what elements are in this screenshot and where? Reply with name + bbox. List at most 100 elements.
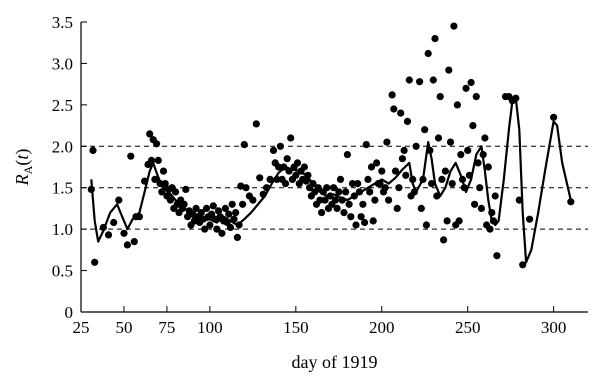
y-tick-label: 2.5: [52, 96, 73, 115]
data-point: [151, 175, 159, 183]
data-point: [479, 151, 487, 159]
data-point: [434, 134, 443, 142]
x-tick-label: 250: [455, 318, 481, 337]
y-tick-label: 3.0: [52, 54, 73, 73]
data-point: [304, 171, 312, 179]
x-tick-label: 75: [158, 318, 175, 337]
data-point: [259, 190, 267, 198]
data-point: [455, 217, 463, 225]
y-tick-label: 3.5: [52, 13, 73, 32]
data-point: [316, 196, 324, 204]
data-point: [91, 258, 99, 266]
data-point: [489, 217, 498, 225]
data-point: [336, 175, 345, 183]
data-point: [225, 210, 233, 218]
data-point: [361, 218, 369, 227]
data-point: [481, 134, 489, 142]
data-point: [280, 163, 288, 171]
data-point: [249, 196, 257, 204]
data-point: [233, 233, 241, 241]
data-point: [206, 221, 214, 229]
data-point: [364, 175, 372, 183]
data-point: [326, 192, 334, 200]
data-point: [240, 141, 248, 149]
data-point: [369, 217, 377, 225]
data-point: [385, 196, 393, 204]
data-point: [417, 204, 425, 212]
svg-text:RA(t): RA(t): [12, 149, 35, 187]
data-point: [367, 163, 376, 171]
data-point: [526, 215, 534, 223]
data-point: [395, 184, 403, 192]
data-point: [347, 213, 355, 221]
x-tick-label: 200: [369, 318, 395, 337]
data-point: [256, 174, 264, 182]
data-point: [273, 175, 281, 183]
data-point: [419, 175, 427, 183]
data-point: [232, 209, 240, 217]
data-point: [376, 180, 384, 188]
data-point: [402, 171, 410, 179]
data-point: [486, 225, 494, 233]
data-point: [474, 159, 482, 167]
data-point: [340, 209, 348, 217]
data-point: [383, 138, 391, 146]
data-point: [130, 238, 138, 246]
data-point: [405, 76, 413, 84]
data-point: [197, 209, 205, 217]
data-point: [213, 225, 221, 233]
data-point: [412, 142, 420, 150]
data-point: [115, 196, 123, 204]
data-point: [373, 159, 381, 167]
data-point: [350, 192, 358, 200]
data-point: [333, 204, 341, 212]
data-point: [335, 188, 343, 196]
data-point: [242, 184, 250, 192]
data-point: [355, 188, 363, 196]
data-point: [345, 200, 353, 208]
data-point: [398, 155, 406, 163]
data-point: [477, 204, 485, 212]
data-point: [300, 163, 308, 171]
series-line: [90, 97, 572, 264]
data-point: [287, 134, 295, 142]
point-series: [87, 22, 575, 269]
data-point: [428, 180, 436, 188]
data-point: [431, 35, 439, 43]
data-point: [230, 215, 238, 223]
data-point: [484, 163, 492, 171]
data-point: [276, 142, 284, 150]
data-point: [410, 188, 418, 196]
data-point: [171, 188, 180, 196]
smoothed-line-series: [90, 97, 572, 264]
data-point: [158, 188, 166, 196]
data-point: [409, 175, 417, 183]
data-point: [443, 217, 451, 225]
data-point: [321, 196, 329, 204]
data-point: [226, 223, 235, 232]
data-point: [426, 146, 434, 154]
data-point: [512, 94, 520, 102]
data-point: [378, 167, 386, 175]
data-point: [441, 167, 449, 175]
data-point: [263, 184, 271, 192]
data-point: [292, 171, 300, 179]
y-tick-label: 0.5: [52, 262, 73, 281]
data-point: [147, 156, 156, 164]
data-point: [342, 188, 350, 196]
data-point: [433, 192, 441, 200]
data-point: [400, 146, 408, 154]
data-point: [302, 177, 310, 185]
data-point: [471, 200, 479, 208]
data-point: [275, 163, 283, 171]
x-axis-title: day of 1919: [292, 352, 378, 372]
data-point: [266, 175, 274, 183]
data-point: [252, 120, 260, 128]
data-point: [208, 210, 216, 218]
data-point: [323, 184, 331, 192]
data-point: [159, 167, 168, 175]
data-point: [235, 221, 243, 229]
data-point: [416, 78, 424, 86]
data-point: [519, 261, 527, 269]
data-point: [476, 184, 484, 192]
